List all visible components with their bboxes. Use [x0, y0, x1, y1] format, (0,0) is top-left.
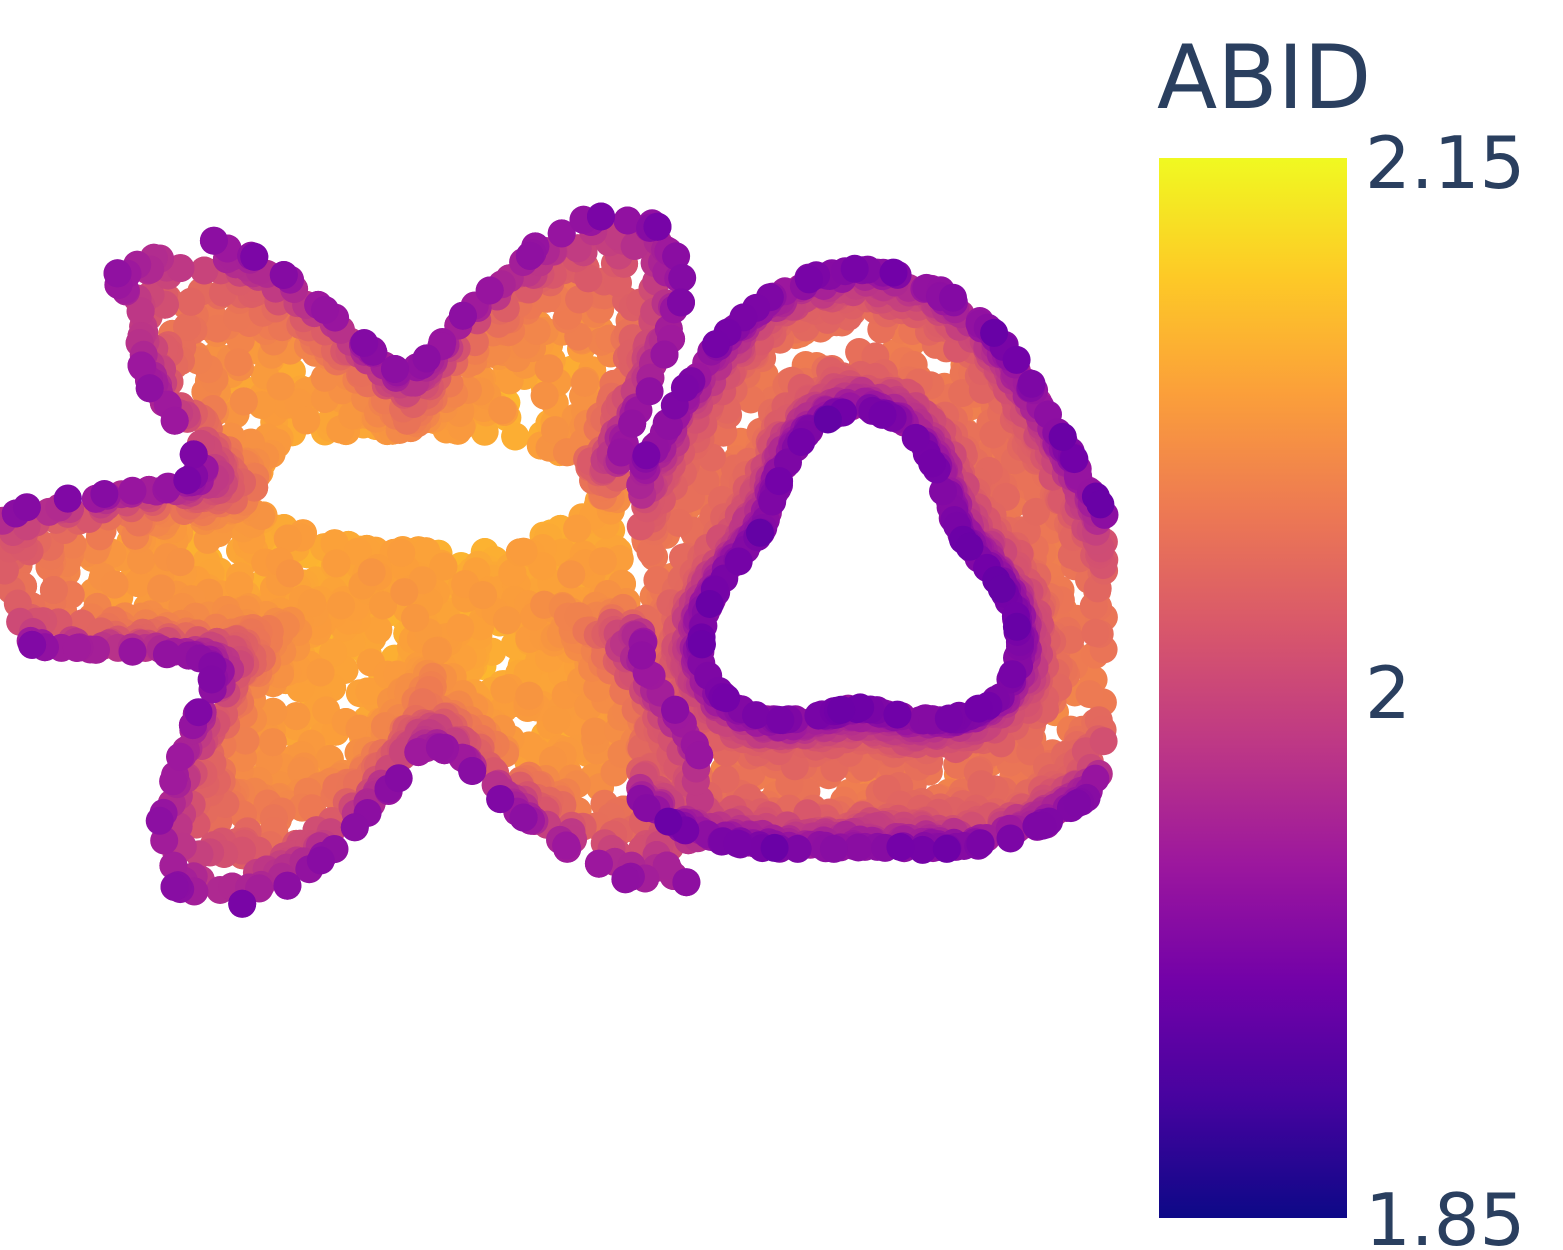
data-point — [343, 537, 372, 566]
data-point — [501, 422, 530, 451]
data-point — [355, 677, 384, 706]
data-point — [364, 615, 393, 644]
data-point — [320, 529, 349, 558]
scatter-points — [0, 202, 1119, 918]
